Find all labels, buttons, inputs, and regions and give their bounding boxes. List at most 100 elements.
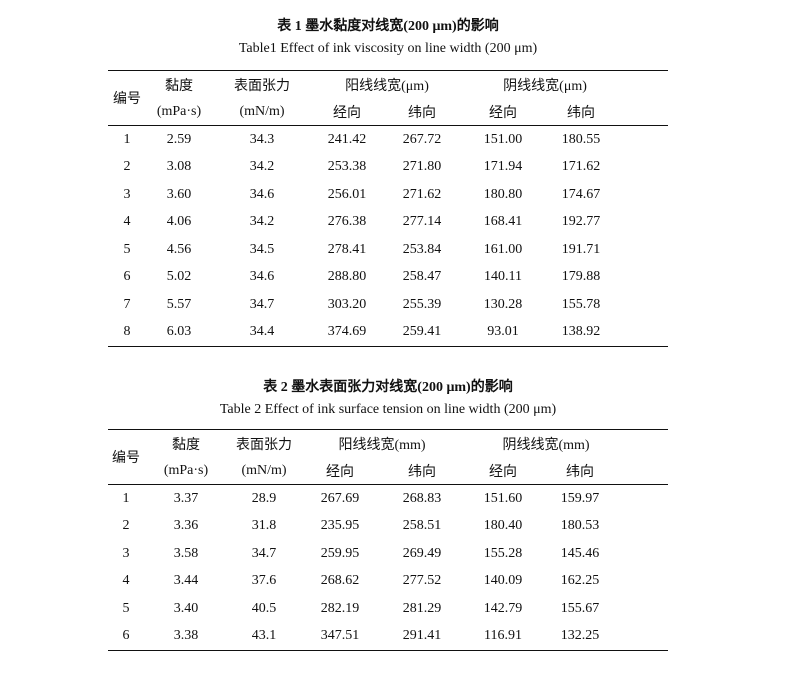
table-cell: 374.69: [327, 324, 367, 340]
table-cell: 31.8: [251, 518, 277, 534]
table-cell: 161.00: [483, 241, 523, 257]
header-tension-unit: (mN/m): [241, 462, 287, 478]
table-row: 8 6.03 34.4 374.69 259.41 93.01 138.92: [108, 319, 668, 347]
table-cell: 281.29: [402, 600, 442, 616]
table-cell: 278.41: [327, 241, 367, 257]
table-cell: 259.95: [320, 545, 360, 561]
table-row: 2 3.36 31.8 235.95 258.51 180.40 180.53: [108, 513, 668, 541]
header-positive: 阳线线宽(μm): [345, 78, 429, 94]
table-cell: 5.57: [166, 296, 192, 312]
table2-subtitle: Table 2 Effect of ink surface tension on…: [219, 402, 557, 417]
table-cell: 34.6: [249, 186, 275, 202]
table-cell: 6: [122, 628, 130, 644]
table-row: 7 5.57 34.7 303.20 255.39 130.28 155.78: [108, 291, 668, 319]
table-cell: 171.62: [561, 159, 601, 175]
table-cell: 235.95: [320, 518, 360, 534]
table-cell: 34.4: [249, 324, 275, 340]
table-cell: 174.67: [561, 186, 601, 202]
table-cell: 43.1: [251, 628, 277, 644]
table-cell: 4: [123, 214, 131, 230]
table-cell: 7: [123, 296, 131, 312]
header-negative: 阴线线宽(μm): [503, 78, 587, 94]
table-cell: 3.08: [166, 159, 192, 175]
table-cell: 256.01: [327, 186, 367, 202]
table-cell: 277.52: [402, 573, 442, 589]
table-cell: 2.59: [166, 131, 192, 147]
table-cell: 3.60: [166, 186, 192, 202]
table-cell: 142.79: [483, 600, 523, 616]
header-tension: 表面张力: [236, 437, 292, 453]
table-cell: 180.55: [561, 131, 601, 147]
table-cell: 93.01: [487, 324, 519, 340]
table2-block: 表 2 墨水表面张力对线宽(200 μm)的影响 Table 2 Effect …: [108, 377, 669, 651]
header-pos-weft: 纬向: [408, 464, 436, 480]
header-viscosity: 黏度: [165, 78, 193, 94]
table-cell: 6: [123, 269, 131, 285]
table2-title: 表 2 墨水表面张力对线宽(200 μm)的影响: [263, 380, 513, 395]
table-cell: 258.51: [402, 518, 442, 534]
table-cell: 3.38: [173, 628, 199, 644]
table-cell: 34.2: [249, 159, 275, 175]
header-pos-weft: 纬向: [408, 105, 436, 121]
table-cell: 28.9: [251, 490, 277, 506]
header-neg-weft: 纬向: [567, 105, 596, 121]
table-cell: 159.97: [560, 490, 600, 506]
table-cell: 5.02: [166, 269, 192, 285]
table-cell: 347.51: [320, 628, 360, 644]
table-cell: 3.40: [173, 600, 199, 616]
table-cell: 171.94: [483, 159, 523, 175]
table-cell: 130.28: [483, 296, 523, 312]
table-cell: 3.44: [173, 573, 199, 589]
table-cell: 151.60: [483, 490, 523, 506]
header-viscosity: 黏度: [172, 437, 200, 453]
table-row: 4 3.44 37.6 268.62 277.52 140.09 162.25: [108, 568, 668, 596]
header-pos-warp: 经向: [326, 464, 354, 480]
table-cell: 4.56: [166, 241, 192, 257]
table-cell: 268.62: [320, 573, 360, 589]
table-row: 5 4.56 34.5 278.41 253.84 161.00 191.71: [108, 236, 668, 264]
table1-subtitle: Table1 Effect of ink viscosity on line w…: [238, 41, 538, 56]
table-cell: 34.3: [249, 131, 275, 147]
table-cell: 37.6: [251, 573, 277, 589]
table-cell: 268.83: [402, 490, 442, 506]
header-positive: 阳线线宽(mm): [338, 437, 426, 453]
table-cell: 34.2: [249, 214, 275, 230]
table-cell: 34.6: [249, 269, 275, 285]
table-cell: 253.38: [327, 159, 367, 175]
table-cell: 255.39: [402, 296, 442, 312]
table-cell: 291.41: [402, 628, 442, 644]
table2: 编号 黏度 表面张力 阳线线宽(mm) 阴线线宽(mm) (mPa·s) (mN…: [108, 429, 669, 651]
header-id: 编号: [113, 92, 141, 107]
table-cell: 269.49: [402, 545, 442, 561]
table-cell: 3.36: [173, 518, 199, 534]
table-cell: 151.00: [483, 131, 523, 147]
table-cell: 155.28: [483, 545, 523, 561]
table-cell: 168.41: [483, 214, 523, 230]
table-cell: 267.72: [402, 131, 442, 147]
table-cell: 140.09: [483, 573, 523, 589]
table-cell: 4.06: [166, 214, 192, 230]
table-cell: 4: [122, 573, 130, 589]
table-cell: 180.80: [483, 186, 523, 202]
header-pos-warp: 经向: [333, 105, 361, 121]
table-cell: 1: [122, 490, 130, 506]
table-row: 5 3.40 40.5 282.19 281.29 142.79 155.67: [108, 595, 668, 623]
table-row: 1 2.59 34.3 241.42 267.72 151.00 180.55: [108, 126, 668, 154]
table1-block: 表 1 墨水黏度对线宽(200 μm)的影响 Table1 Effect of …: [108, 16, 669, 347]
table-row: 4 4.06 34.2 276.38 277.14 168.41 192.77: [108, 209, 668, 237]
table-cell: 155.67: [560, 600, 600, 616]
table-cell: 116.91: [484, 628, 522, 644]
table-cell: 180.40: [483, 518, 523, 534]
table-cell: 3.58: [173, 545, 199, 561]
table1: 编号 黏度 表面张力 阳线线宽(μm) 阴线线宽(μm) (mPa·s) (mN…: [108, 70, 669, 347]
table-cell: 3: [122, 545, 130, 561]
table-cell: 5: [123, 241, 131, 257]
table-cell: 277.14: [402, 214, 442, 230]
table-cell: 5: [122, 600, 130, 616]
header-viscosity-unit: (mPa·s): [156, 103, 202, 119]
table-cell: 288.80: [327, 269, 367, 285]
table-cell: 145.46: [560, 545, 600, 561]
header-id: 编号: [112, 451, 140, 466]
table-cell: 40.5: [251, 600, 277, 616]
header-neg-warp: 经向: [489, 464, 518, 480]
